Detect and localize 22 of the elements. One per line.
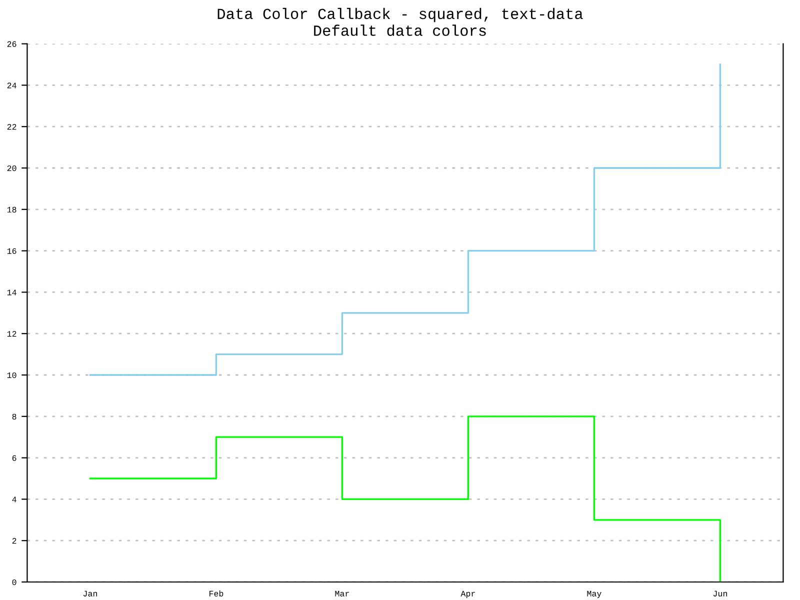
y-tick-label: 12 xyxy=(7,331,16,337)
chart-subtitle: Default data colors xyxy=(314,24,486,36)
y-tick-label: 2 xyxy=(12,538,16,544)
y-tick-label: 0 xyxy=(12,579,16,586)
x-tick-label: Feb xyxy=(209,590,224,596)
y-tick-label: 24 xyxy=(7,82,16,88)
y-tick-label: 10 xyxy=(7,372,16,378)
y-tick-label: 26 xyxy=(7,41,16,47)
y-tick-label: 8 xyxy=(12,414,16,420)
y-tick-label: 16 xyxy=(7,248,16,254)
y-tick-label: 6 xyxy=(12,455,16,461)
y-tick-label: 4 xyxy=(12,496,16,502)
chart-title: Data Color Callback - squared, text-data xyxy=(218,8,583,22)
y-tick-label: 14 xyxy=(7,290,16,296)
x-tick-label: Apr xyxy=(460,590,475,598)
x-tick-label: Jan xyxy=(83,590,97,596)
x-tick-label: Mar xyxy=(335,590,349,596)
y-tick-label: 18 xyxy=(7,206,16,212)
y-tick-label: 22 xyxy=(7,124,16,130)
y-tick-label: 20 xyxy=(7,165,16,172)
x-tick-label: May xyxy=(587,590,602,598)
x-tick-label: Jun xyxy=(713,590,727,596)
